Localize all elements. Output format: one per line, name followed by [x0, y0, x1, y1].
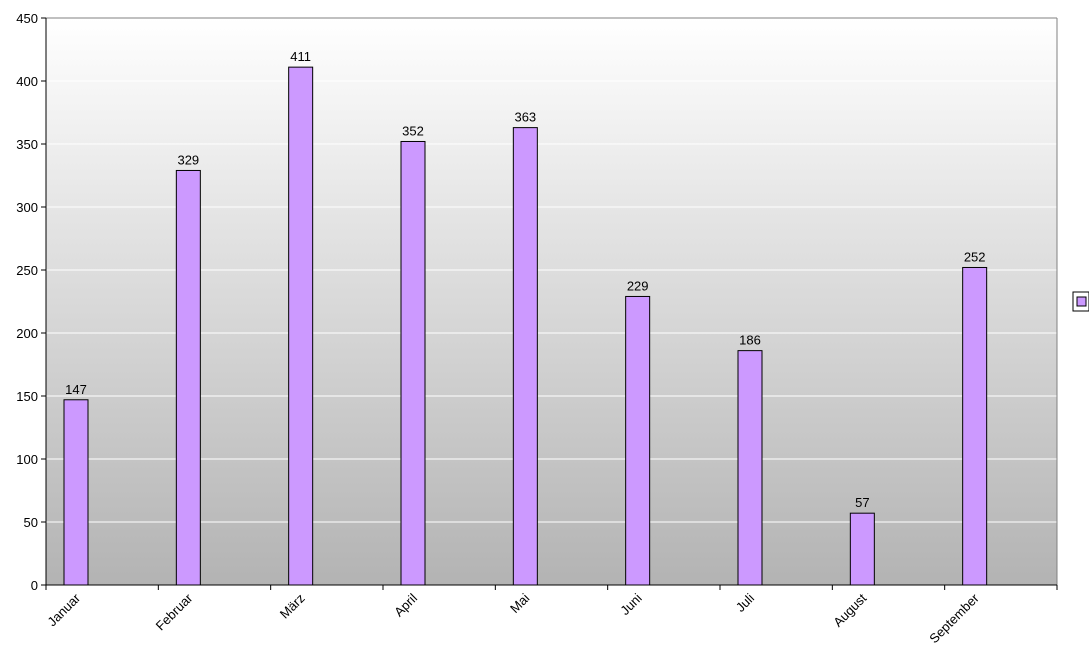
y-tick-label: 0: [31, 578, 38, 593]
data-label: 329: [177, 152, 199, 167]
bar-august: [849, 512, 875, 586]
data-labels: 147 329 411 352 363 229 186 57 252: [65, 49, 985, 510]
y-tick-labels: 0 50 100 150 200 250 300 350 400 450: [16, 11, 38, 593]
data-label: 186: [739, 333, 761, 348]
axes: [41, 17, 1058, 590]
y-tick-label: 350: [16, 137, 38, 152]
y-tick-label: 150: [16, 389, 38, 404]
y-tick-label: 200: [16, 326, 38, 341]
gridlines: [46, 80, 1057, 523]
y-tick-label: 50: [24, 515, 38, 530]
plot-area: [46, 18, 1057, 585]
x-tick-label: April: [391, 590, 420, 619]
bar-mai: [512, 127, 538, 586]
x-tick-label: März: [277, 591, 308, 622]
legend: [1072, 291, 1089, 312]
data-label: 411: [290, 49, 311, 64]
data-label: 57: [855, 495, 869, 510]
x-tick-label: Februar: [153, 590, 196, 633]
x-tick-label: Mai: [507, 590, 532, 615]
y-tick-label: 400: [16, 74, 38, 89]
data-label: 229: [627, 278, 649, 293]
bar-märz: [288, 66, 314, 586]
bar-juni: [625, 295, 651, 586]
bar-januar: [63, 399, 89, 586]
bars: [63, 66, 988, 586]
x-tick-label: Juni: [617, 590, 645, 618]
x-tick-label: Juli: [733, 590, 757, 614]
x-tick-label: August: [830, 590, 869, 629]
data-label: 363: [514, 110, 536, 125]
data-label: 147: [65, 382, 87, 397]
data-label: 252: [964, 249, 986, 264]
y-tick-label: 300: [16, 200, 38, 215]
x-tick-label: September: [926, 590, 982, 646]
legend-swatch: [1076, 296, 1087, 307]
y-tick-label: 250: [16, 263, 38, 278]
bar-juli: [737, 350, 763, 586]
x-tick-label: Januar: [44, 590, 83, 629]
y-tick-label: 100: [16, 452, 38, 467]
x-tick-labels: Januar Februar März April Mai Juni Juli August S…: [44, 590, 982, 646]
data-label: 352: [402, 123, 424, 138]
y-tick-label: 450: [16, 11, 38, 26]
bar-februar: [175, 169, 201, 586]
bar-april: [400, 140, 426, 586]
bar-september: [962, 266, 988, 586]
